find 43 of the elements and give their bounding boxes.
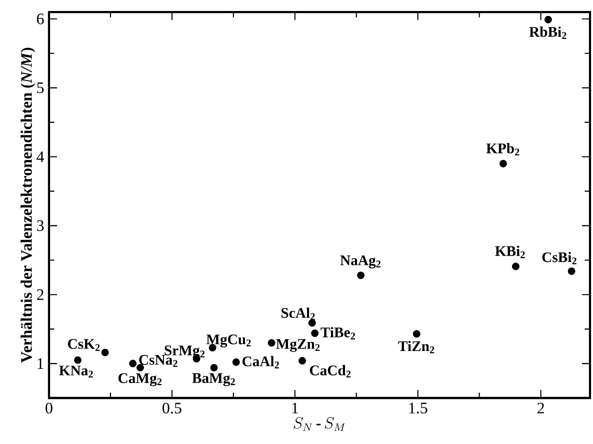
annotation: CsK$_{2}$: [68, 339, 100, 351]
annotation: CaAl$_{2}$: [242, 356, 280, 368]
point: [568, 267, 576, 275]
annotation: TiBe$_{2}$: [320, 327, 355, 340]
annotation: KBi$_{2}$: [495, 246, 525, 258]
point: [298, 357, 306, 365]
point: [308, 319, 316, 327]
point: [311, 329, 319, 337]
point: [512, 262, 520, 270]
point: [544, 16, 552, 24]
x-tick-label: 2: [538, 402, 544, 414]
point: [129, 360, 137, 368]
y-tick-label: 6: [36, 14, 44, 24]
point: [210, 364, 218, 372]
annotation: CsBi$_{2}$: [542, 252, 576, 264]
annotation: KNa$_{2}$: [59, 366, 93, 378]
annotation: BaMg$_{2}$: [192, 373, 235, 386]
point: [357, 272, 365, 280]
y-tick-label: 3: [37, 220, 44, 232]
annotation: RbBi$_{2}$: [529, 26, 566, 39]
x-tick-label: 0.5: [162, 402, 182, 414]
x-tick-label: 1.5: [409, 402, 428, 414]
y-tick-label: 5: [37, 82, 44, 94]
annotation: CaCd$_{2}$: [310, 365, 351, 378]
point: [412, 330, 420, 338]
annotation: MgZn$_{2}$: [276, 339, 320, 352]
annotation: CaMg$_{2}$: [118, 373, 162, 386]
x-axis-title: $S_N\,\mbox{-}\,S_M$: [294, 417, 346, 431]
point: [499, 160, 507, 168]
annotation: NaAg$_{2}$: [340, 255, 381, 268]
annotation: MgCu$_{2}$: [206, 334, 251, 348]
point: [101, 348, 109, 356]
x-tick-label: 1: [292, 402, 298, 414]
point: [232, 358, 240, 366]
annotation: KPb$_{2}$: [486, 143, 520, 156]
y-tick-label: 1: [38, 358, 44, 369]
annotation: TiZn$_{2}$: [398, 340, 434, 354]
point: [74, 356, 82, 364]
y-tick-label: 4: [36, 151, 44, 162]
point: [268, 339, 276, 347]
x-tick-label: 0: [46, 402, 52, 414]
y-axis-title: Verhältnis der Valenzelektronendichten (N/M): [20, 48, 36, 363]
y-tick-label: 2: [37, 289, 44, 300]
